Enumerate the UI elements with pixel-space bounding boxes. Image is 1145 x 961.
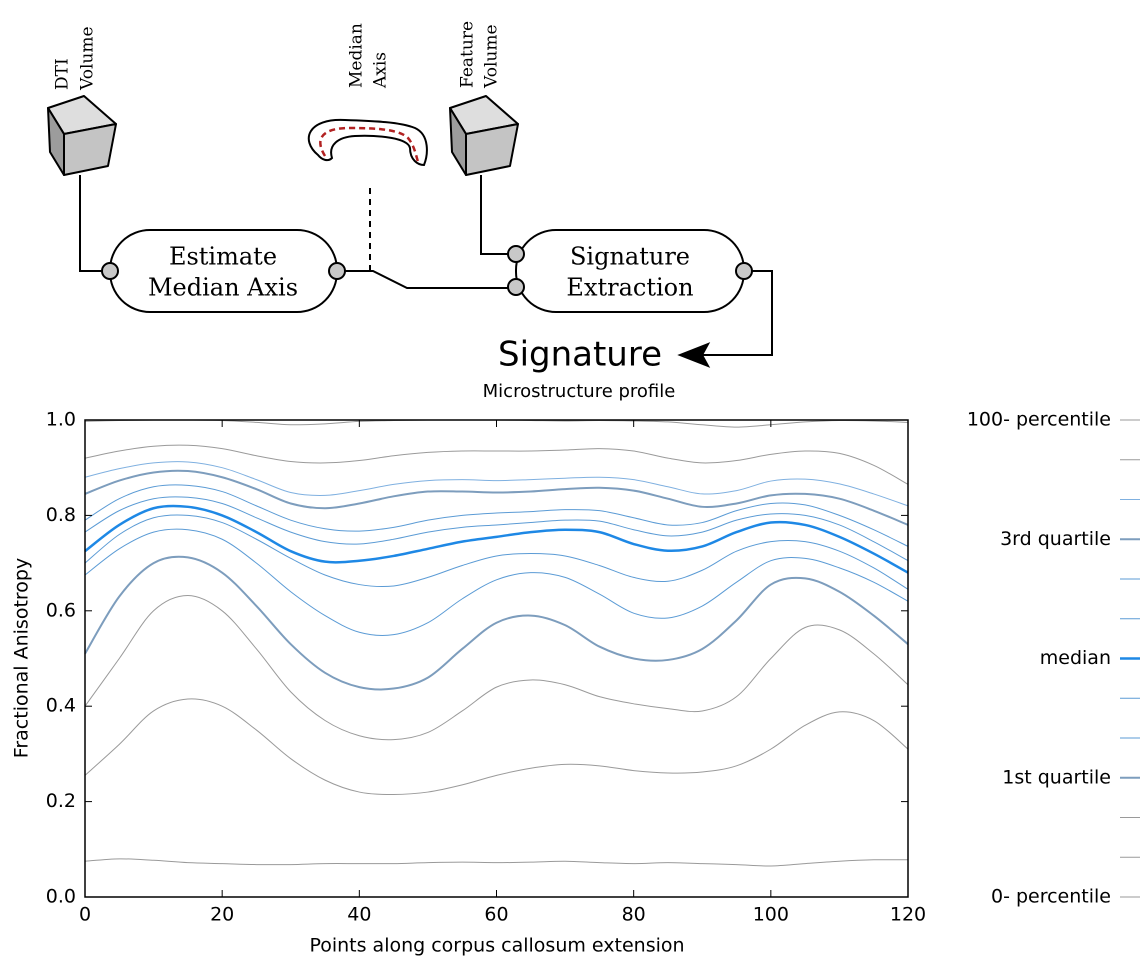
legend-label: 3rd quartile	[1000, 528, 1111, 550]
step-label: Estimate	[169, 243, 277, 271]
x-axis-title: Points along corpus callosum extension	[309, 935, 684, 957]
legend-label: median	[1040, 647, 1111, 669]
input-label: Axis	[371, 52, 391, 89]
chart-title: Microstructure profile	[483, 381, 676, 402]
input-label: Median	[347, 23, 367, 88]
y-tick-label: 0.0	[46, 886, 76, 908]
series-line	[85, 497, 908, 561]
feature-cube	[450, 96, 518, 175]
port	[508, 279, 524, 295]
x-tick-label: 20	[210, 904, 234, 926]
series-line	[85, 462, 908, 506]
legend-label: 0- percentile	[991, 886, 1111, 908]
step-label: Median Axis	[148, 274, 298, 302]
dti-cube	[48, 96, 116, 175]
legend-label: 1st quartile	[1002, 766, 1111, 788]
median-axis-shape	[309, 120, 427, 165]
x-tick-label: 80	[622, 904, 646, 926]
output-label: Signature	[498, 335, 662, 375]
step-label: Signature	[570, 243, 690, 271]
series-line	[85, 506, 908, 573]
input-label: DTI	[53, 58, 73, 90]
input-label: Volume	[482, 24, 502, 89]
series-line	[85, 529, 908, 635]
connector	[481, 175, 508, 254]
port	[102, 263, 118, 279]
y-tick-label: 0.2	[46, 790, 76, 812]
y-tick-label: 0.4	[46, 695, 76, 717]
pipeline-diagram	[48, 96, 772, 366]
input-label: Volume	[78, 26, 98, 91]
series-line	[85, 859, 908, 866]
legend-label: 100- percentile	[967, 409, 1111, 431]
port	[736, 263, 752, 279]
x-tick-label: 100	[753, 904, 789, 926]
step-label: Extraction	[566, 274, 693, 302]
x-tick-label: 0	[79, 904, 91, 926]
figure: DTI Volume Median Axis Feature Volume Es…	[0, 0, 1145, 961]
y-tick-label: 0.8	[46, 504, 76, 526]
y-tick-label: 1.0	[46, 409, 76, 431]
x-tick-label: 40	[347, 904, 371, 926]
port	[329, 263, 345, 279]
y-tick-label: 0.6	[46, 599, 76, 621]
series-line	[85, 557, 908, 690]
x-tick-label: 120	[890, 904, 926, 926]
port	[508, 246, 524, 262]
connector	[345, 271, 508, 288]
series-line	[85, 699, 908, 795]
series-line	[85, 471, 908, 525]
connector	[80, 175, 102, 271]
input-label: Feature	[458, 21, 478, 88]
series-line	[85, 596, 908, 740]
x-tick-label: 60	[484, 904, 508, 926]
y-axis-title: Fractional Anisotropy	[11, 558, 33, 758]
